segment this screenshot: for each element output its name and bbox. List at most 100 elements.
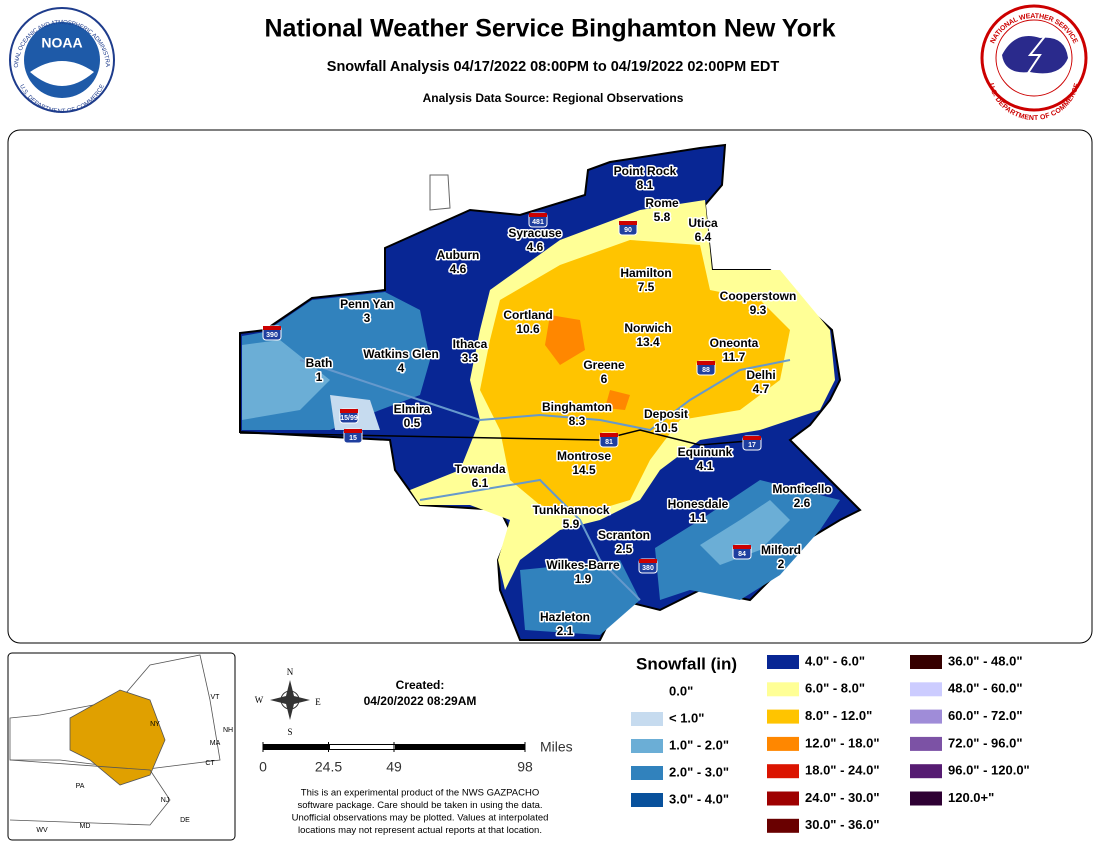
city-name: Norwich (624, 321, 671, 335)
legend-label: 4.0" - 6.0" (805, 653, 865, 668)
disclaimer: software package. Care should be taken i… (297, 800, 542, 811)
legend-swatch (767, 655, 799, 669)
legend-label: 60.0" - 72.0" (948, 708, 1022, 723)
city-value: 1 (316, 370, 323, 384)
highway-shield-top (733, 545, 751, 549)
snow-area (520, 560, 640, 635)
river (299, 359, 791, 432)
legend-swatch (631, 793, 663, 807)
inset-state: NY (150, 721, 160, 728)
city-value: 6 (601, 372, 608, 386)
city-name: Auburn (437, 248, 480, 262)
legend-swatch (910, 655, 942, 669)
snow-area (480, 240, 790, 515)
legend-title: Snowfall (in) (636, 654, 737, 673)
city-name: Binghamton (542, 400, 612, 414)
compass-rose (270, 680, 310, 720)
legend-label: < 1.0" (669, 710, 704, 725)
city-name: Cortland (503, 308, 552, 322)
city-name: Ithaca (453, 337, 488, 351)
city-value: 2 (778, 557, 785, 571)
city-value: 8.3 (569, 414, 586, 428)
legend-swatch (767, 682, 799, 697)
highway-shield-top (743, 436, 761, 440)
scale-unit: Miles (540, 739, 573, 755)
city-value: 4.6 (527, 240, 544, 254)
inset-state: VT (211, 694, 221, 701)
legend-swatch (631, 712, 663, 726)
scale-label: 0 (259, 759, 267, 775)
city-value: 4.7 (753, 382, 770, 396)
legend-swatch (910, 736, 942, 751)
highway-label: 84 (738, 551, 746, 558)
legend-label: 72.0" - 96.0" (948, 735, 1022, 750)
city-name: Hazleton (540, 610, 590, 624)
city-value: 11.7 (723, 350, 746, 364)
highway-shield-top (344, 429, 362, 433)
city-value: 9.3 (750, 303, 767, 317)
inset-region (69, 689, 166, 786)
city-name: Hamilton (620, 266, 671, 280)
disclaimer: Unofficial observations may be plotted. … (292, 813, 549, 824)
legend-label: 36.0" - 48.0" (948, 653, 1022, 668)
inset-state: MA (210, 740, 221, 747)
city-name: Milford (761, 543, 801, 557)
legend-label: 24.0" - 30.0" (805, 790, 879, 805)
city-name: Equinunk (678, 445, 733, 459)
title: National Weather Service Binghamton New … (265, 15, 836, 43)
compass-letter: N (287, 667, 294, 677)
highway-label: 380 (642, 565, 654, 572)
city-name: Utica (688, 216, 718, 230)
city-name: Tunkhannock (532, 503, 609, 517)
compass-letter: S (287, 727, 292, 737)
city-name: Bath (306, 356, 333, 370)
highway-shield-top (697, 361, 715, 365)
city-name: Elmira (394, 402, 431, 416)
city-value: 4.1 (697, 459, 714, 473)
city-name: Rome (645, 196, 679, 210)
highway-shield-top (639, 559, 657, 563)
city-value: 1.9 (575, 572, 592, 586)
snow-area (700, 500, 790, 565)
city-name: Syracuse (508, 226, 562, 240)
city-name: Delhi (746, 368, 775, 382)
snow-area (545, 315, 585, 365)
created-date: 04/20/2022 08:29AM (364, 694, 477, 708)
legend-swatch (767, 764, 799, 779)
inset-state: WV (36, 827, 48, 834)
source: Analysis Data Source: Regional Observati… (423, 91, 684, 105)
subtitle: Snowfall Analysis 04/17/2022 08:00PM to … (327, 59, 780, 75)
city-value: 5.8 (654, 210, 671, 224)
highway-label: 17 (748, 442, 756, 449)
city-name: Towanda (454, 462, 505, 476)
legend-label: 0.0" (669, 683, 693, 698)
legend-swatch (767, 709, 799, 724)
compass-letter: W (255, 695, 264, 705)
compass-ring (280, 690, 300, 710)
legend-swatch (631, 766, 663, 780)
inset-state: MD (80, 823, 91, 830)
highway-shield-top (263, 326, 281, 330)
legend-swatch (767, 818, 799, 833)
city-value: 4 (398, 361, 405, 375)
scale-label: 98 (517, 759, 533, 775)
legend-label: 18.0" - 24.0" (805, 763, 879, 778)
legend-label: 2.0" - 3.0" (669, 764, 729, 779)
legend-swatch (910, 709, 942, 724)
legend-label: 30.0" - 36.0" (805, 817, 879, 832)
highway-label: 15/99 (340, 415, 358, 422)
city-name: Montrose (557, 449, 611, 463)
highway-label: 88 (702, 367, 710, 374)
scale-bar-segment (330, 745, 395, 749)
city-name: Monticello (772, 482, 831, 496)
nws-bolt (1019, 29, 1051, 86)
legend-swatch (910, 682, 942, 697)
city-name: Greene (583, 358, 625, 372)
legend-swatch (910, 791, 942, 806)
city-value: 4.6 (450, 262, 467, 276)
city-value: 2.1 (557, 624, 574, 638)
inset-state: DE (180, 817, 190, 824)
snow-area (242, 340, 330, 420)
noaa-gull (30, 61, 94, 86)
legend-label: 6.0" - 8.0" (805, 681, 865, 696)
